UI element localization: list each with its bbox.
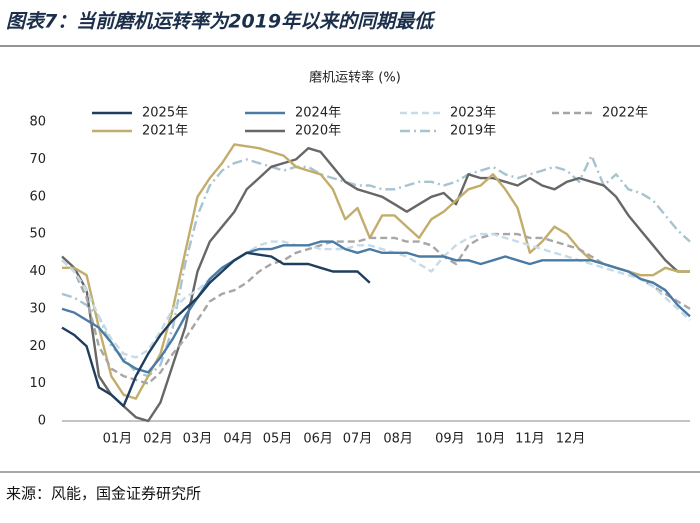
x-tick-label: 09月 xyxy=(435,432,465,447)
x-tick-label: 02月 xyxy=(143,432,173,447)
y-tick-label: 50 xyxy=(29,227,46,242)
legend-label: 2024年 xyxy=(295,106,341,121)
series-line xyxy=(62,143,690,400)
x-tick-label: 06月 xyxy=(303,432,333,447)
figure-title: 图表7：当前磨机运转率为2019年以来的同期最低 xyxy=(6,11,436,33)
legend-label: 2025年 xyxy=(142,106,188,121)
series-line xyxy=(61,232,691,359)
legend-label: 2023年 xyxy=(450,106,496,121)
y-tick-label: 70 xyxy=(29,152,46,167)
x-tick-label: 01月 xyxy=(103,432,133,447)
y-tick-label: 60 xyxy=(29,189,46,204)
x-tick-label: 08月 xyxy=(383,432,413,447)
x-tick-label: 12月 xyxy=(556,432,586,447)
x-tick-label: 05月 xyxy=(263,432,293,447)
x-tick-label: 11月 xyxy=(515,432,545,447)
source: 来源：风能，国金证券研究所 xyxy=(6,485,201,503)
chart-title: 磨机运转率 (%) xyxy=(309,70,401,86)
x-tick-label: 04月 xyxy=(223,432,253,447)
legend-label: 2022年 xyxy=(602,106,648,121)
x-tick-label: 07月 xyxy=(343,432,373,447)
x-tick-label: 10月 xyxy=(476,432,506,447)
y-tick-label: 0 xyxy=(38,414,46,429)
series-line xyxy=(61,240,691,374)
y-tick-label: 40 xyxy=(29,264,46,279)
series-line xyxy=(61,232,691,385)
y-tick-label: 10 xyxy=(29,376,46,391)
y-tick-label: 30 xyxy=(29,301,46,316)
series-line xyxy=(61,251,371,408)
series-line xyxy=(61,147,690,423)
legend-label: 2021年 xyxy=(142,124,188,139)
y-tick-label: 80 xyxy=(29,115,46,130)
legend-label: 2019年 xyxy=(450,124,496,139)
x-tick-label: 03月 xyxy=(183,432,213,447)
y-tick-label: 20 xyxy=(29,339,46,354)
legend-label: 2020年 xyxy=(295,124,341,139)
